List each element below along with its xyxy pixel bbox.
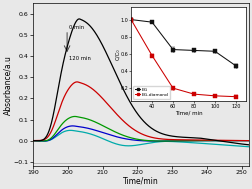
Text: 0 min: 0 min [69,25,84,30]
X-axis label: Time/min: Time/min [123,177,159,186]
Text: 120 min: 120 min [69,56,91,61]
Y-axis label: Absorbance/a.u: Absorbance/a.u [4,55,12,115]
